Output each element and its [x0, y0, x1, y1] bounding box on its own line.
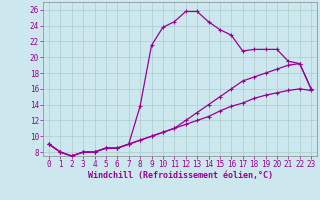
X-axis label: Windchill (Refroidissement éolien,°C): Windchill (Refroidissement éolien,°C): [87, 171, 273, 180]
